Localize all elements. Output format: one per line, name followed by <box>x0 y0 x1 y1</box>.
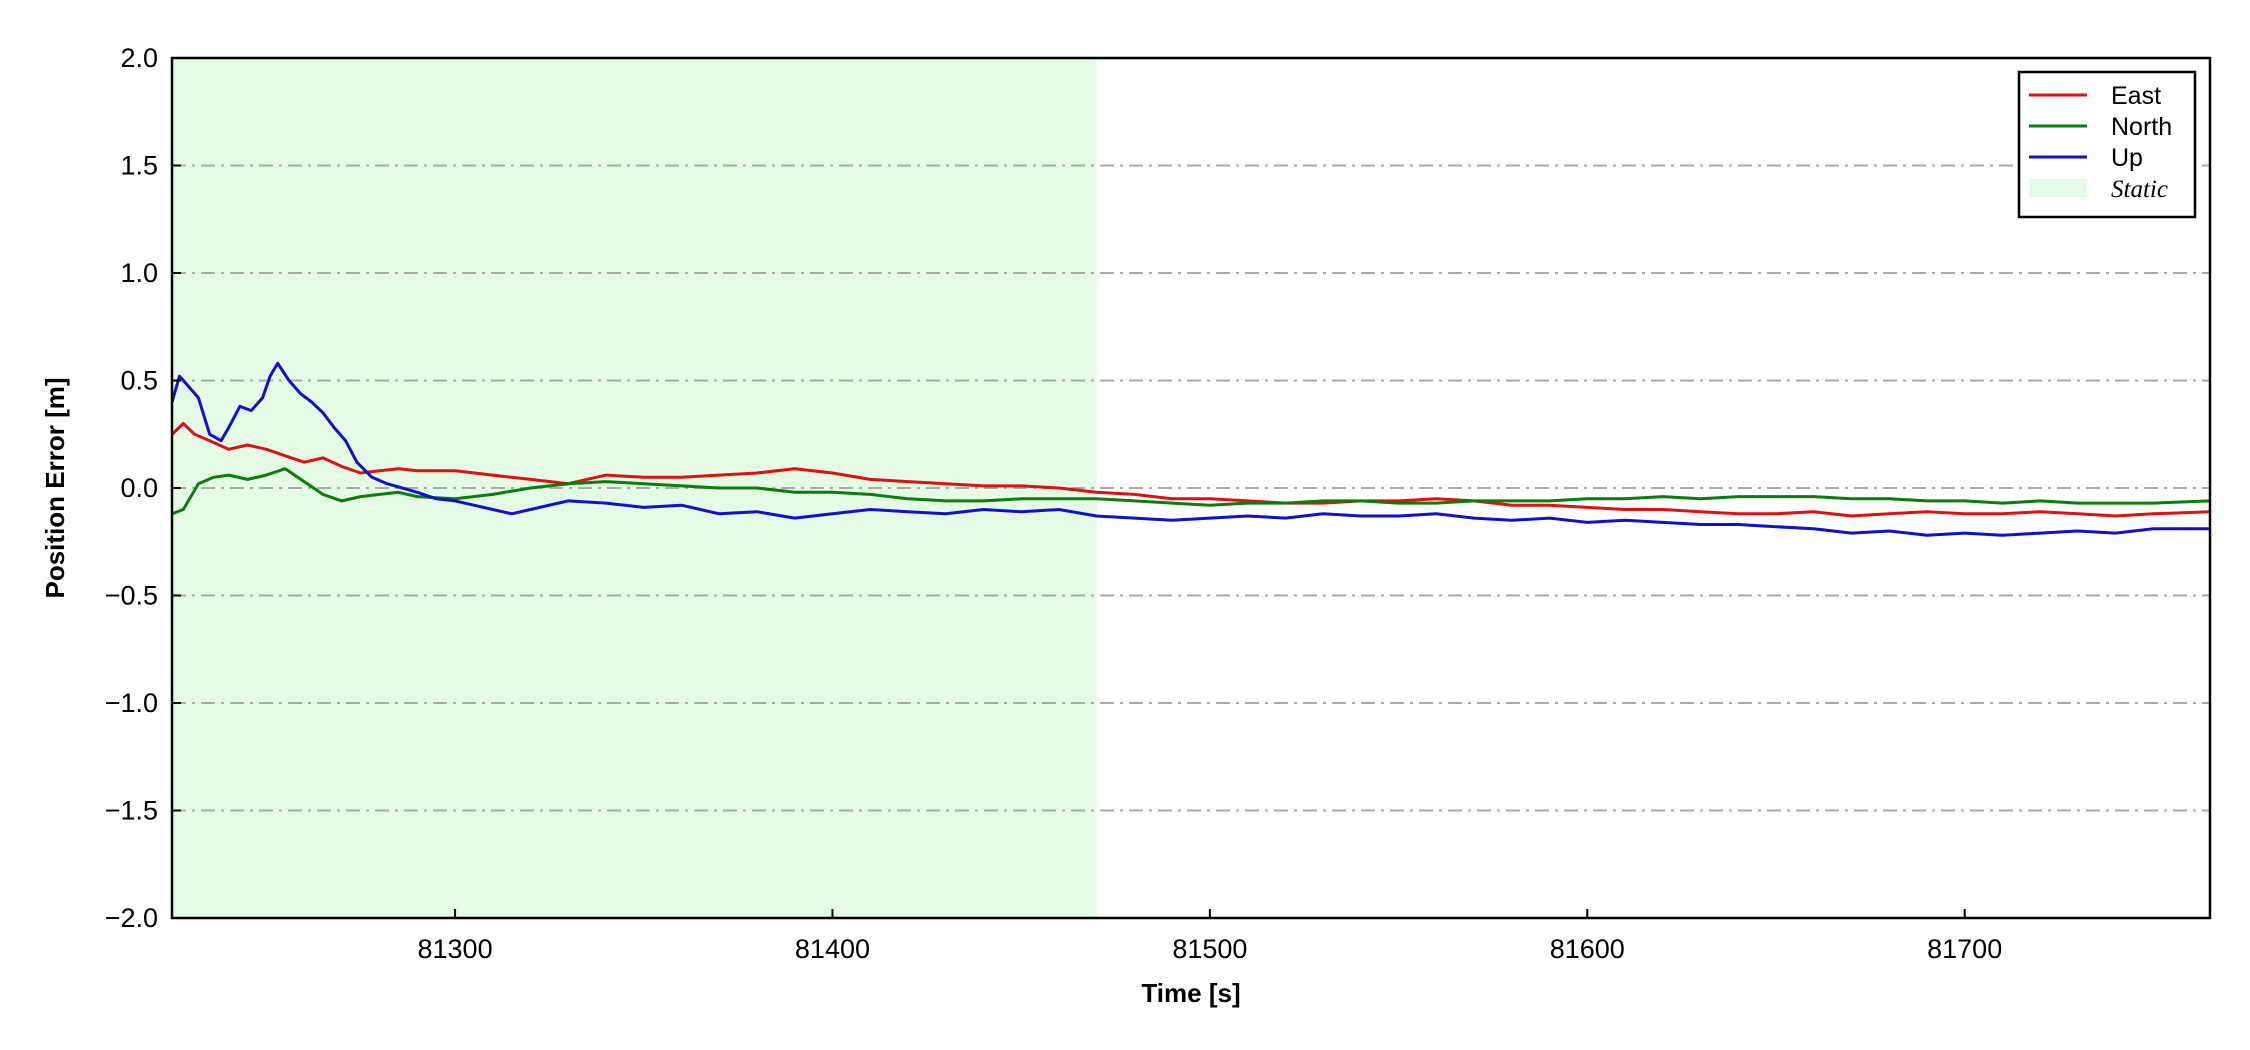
legend-label-east: East <box>2111 82 2161 110</box>
y-tick-label: 2.0 <box>120 43 158 73</box>
y-tick-label: 0.0 <box>120 473 158 503</box>
x-tick-label: 81700 <box>1927 934 2002 964</box>
y-tick-label: 1.5 <box>120 151 158 181</box>
legend: East North Up Static <box>2017 70 2197 219</box>
x-tick-label: 81600 <box>1550 934 1625 964</box>
legend-label-north: North <box>2111 113 2172 141</box>
axis-ticks: 2.0 1.5 1.0 0.5 0.0 −0.5 −1.0 −1.5 −2.0 81300 8140… <box>105 43 2003 964</box>
series-line-up <box>172 361 2210 537</box>
y-tick-label: 1.0 <box>120 258 158 288</box>
y-axis-title: Position Error [m] <box>40 377 70 598</box>
series-layer <box>172 361 2210 537</box>
legend-swatch-static <box>2029 179 2087 197</box>
x-tick-label: 81500 <box>1172 934 1247 964</box>
gridlines <box>172 164 2210 812</box>
legend-label-static: Static <box>2111 176 2168 203</box>
series-line-east <box>172 422 2210 518</box>
y-tick-label: 0.5 <box>120 366 158 396</box>
y-tick-label: −0.5 <box>105 581 158 611</box>
y-tick-label: −1.0 <box>105 688 158 718</box>
legend-label-up: Up <box>2111 144 2143 172</box>
y-tick-label: −2.0 <box>105 903 158 933</box>
series-line-north <box>172 467 2210 516</box>
x-tick-label: 81300 <box>418 934 493 964</box>
x-axis-title: Time [s] <box>1141 978 1240 1008</box>
y-tick-label: −1.5 <box>105 796 158 826</box>
x-tick-label: 81400 <box>795 934 870 964</box>
